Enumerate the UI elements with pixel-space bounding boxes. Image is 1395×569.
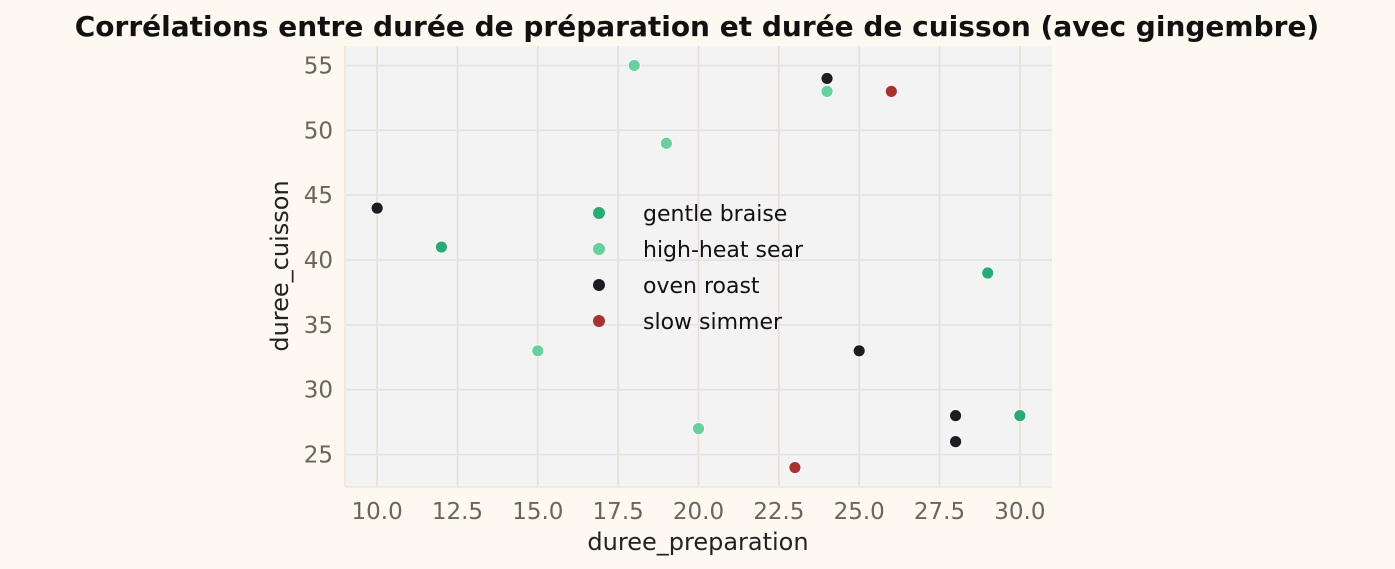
data-point — [949, 435, 962, 449]
data-point — [1013, 409, 1027, 423]
y-tick-label: 45 — [304, 183, 333, 209]
data-point — [981, 266, 995, 280]
x-tick-label: 15.0 — [512, 499, 563, 525]
data-point — [852, 344, 866, 358]
y-tick-label: 35 — [304, 313, 333, 339]
data-point — [627, 59, 641, 72]
data-points — [370, 59, 1027, 474]
legend-marker — [593, 207, 605, 219]
x-tick-label: 17.5 — [593, 499, 644, 525]
x-tick-label: 20.0 — [673, 499, 724, 525]
x-tick-label: 12.5 — [432, 499, 483, 525]
legend-label: gentle braise — [643, 202, 787, 227]
y-tick-label: 25 — [304, 443, 333, 469]
legend-marker — [593, 315, 605, 327]
x-tick-label: 10.0 — [352, 499, 403, 525]
y-tick-label: 40 — [304, 248, 333, 274]
data-point — [820, 72, 834, 85]
data-point — [820, 84, 834, 98]
y-tick-label: 50 — [304, 118, 333, 144]
chart-title: Corrélations entre durée de préparation … — [75, 10, 1319, 43]
data-point — [370, 201, 384, 215]
legend-marker — [593, 279, 605, 291]
x-tick-label: 25.0 — [834, 499, 885, 525]
legend-label: oven roast — [643, 274, 760, 299]
tick-labels: 10.0 12.5 15.0 17.5 20.0 22.5 25.0 27.5 30.0 25 30… — [304, 53, 1046, 525]
data-point — [531, 344, 545, 358]
data-point — [435, 240, 448, 254]
data-point — [788, 461, 802, 474]
axes — [344, 46, 1052, 488]
x-tick-label: 27.5 — [914, 499, 965, 525]
legend: gentle braise high-heat sear oven roast slo… — [593, 202, 804, 335]
legend-marker — [593, 243, 605, 255]
legend-label: high-heat sear — [643, 238, 804, 263]
x-tick-label: 22.5 — [753, 499, 804, 525]
x-tick-label: 30.0 — [994, 499, 1045, 525]
y-tick-label: 55 — [304, 53, 333, 79]
y-axis-label: duree_cuisson — [266, 180, 294, 351]
data-point — [884, 84, 898, 98]
y-tick-label: 30 — [304, 378, 333, 404]
legend-label: slow simmer — [643, 310, 783, 335]
data-point — [659, 136, 673, 150]
x-axis-label: duree_preparation — [587, 528, 808, 556]
data-point — [949, 409, 962, 423]
grid-lines — [345, 46, 1052, 487]
data-point — [692, 422, 705, 436]
